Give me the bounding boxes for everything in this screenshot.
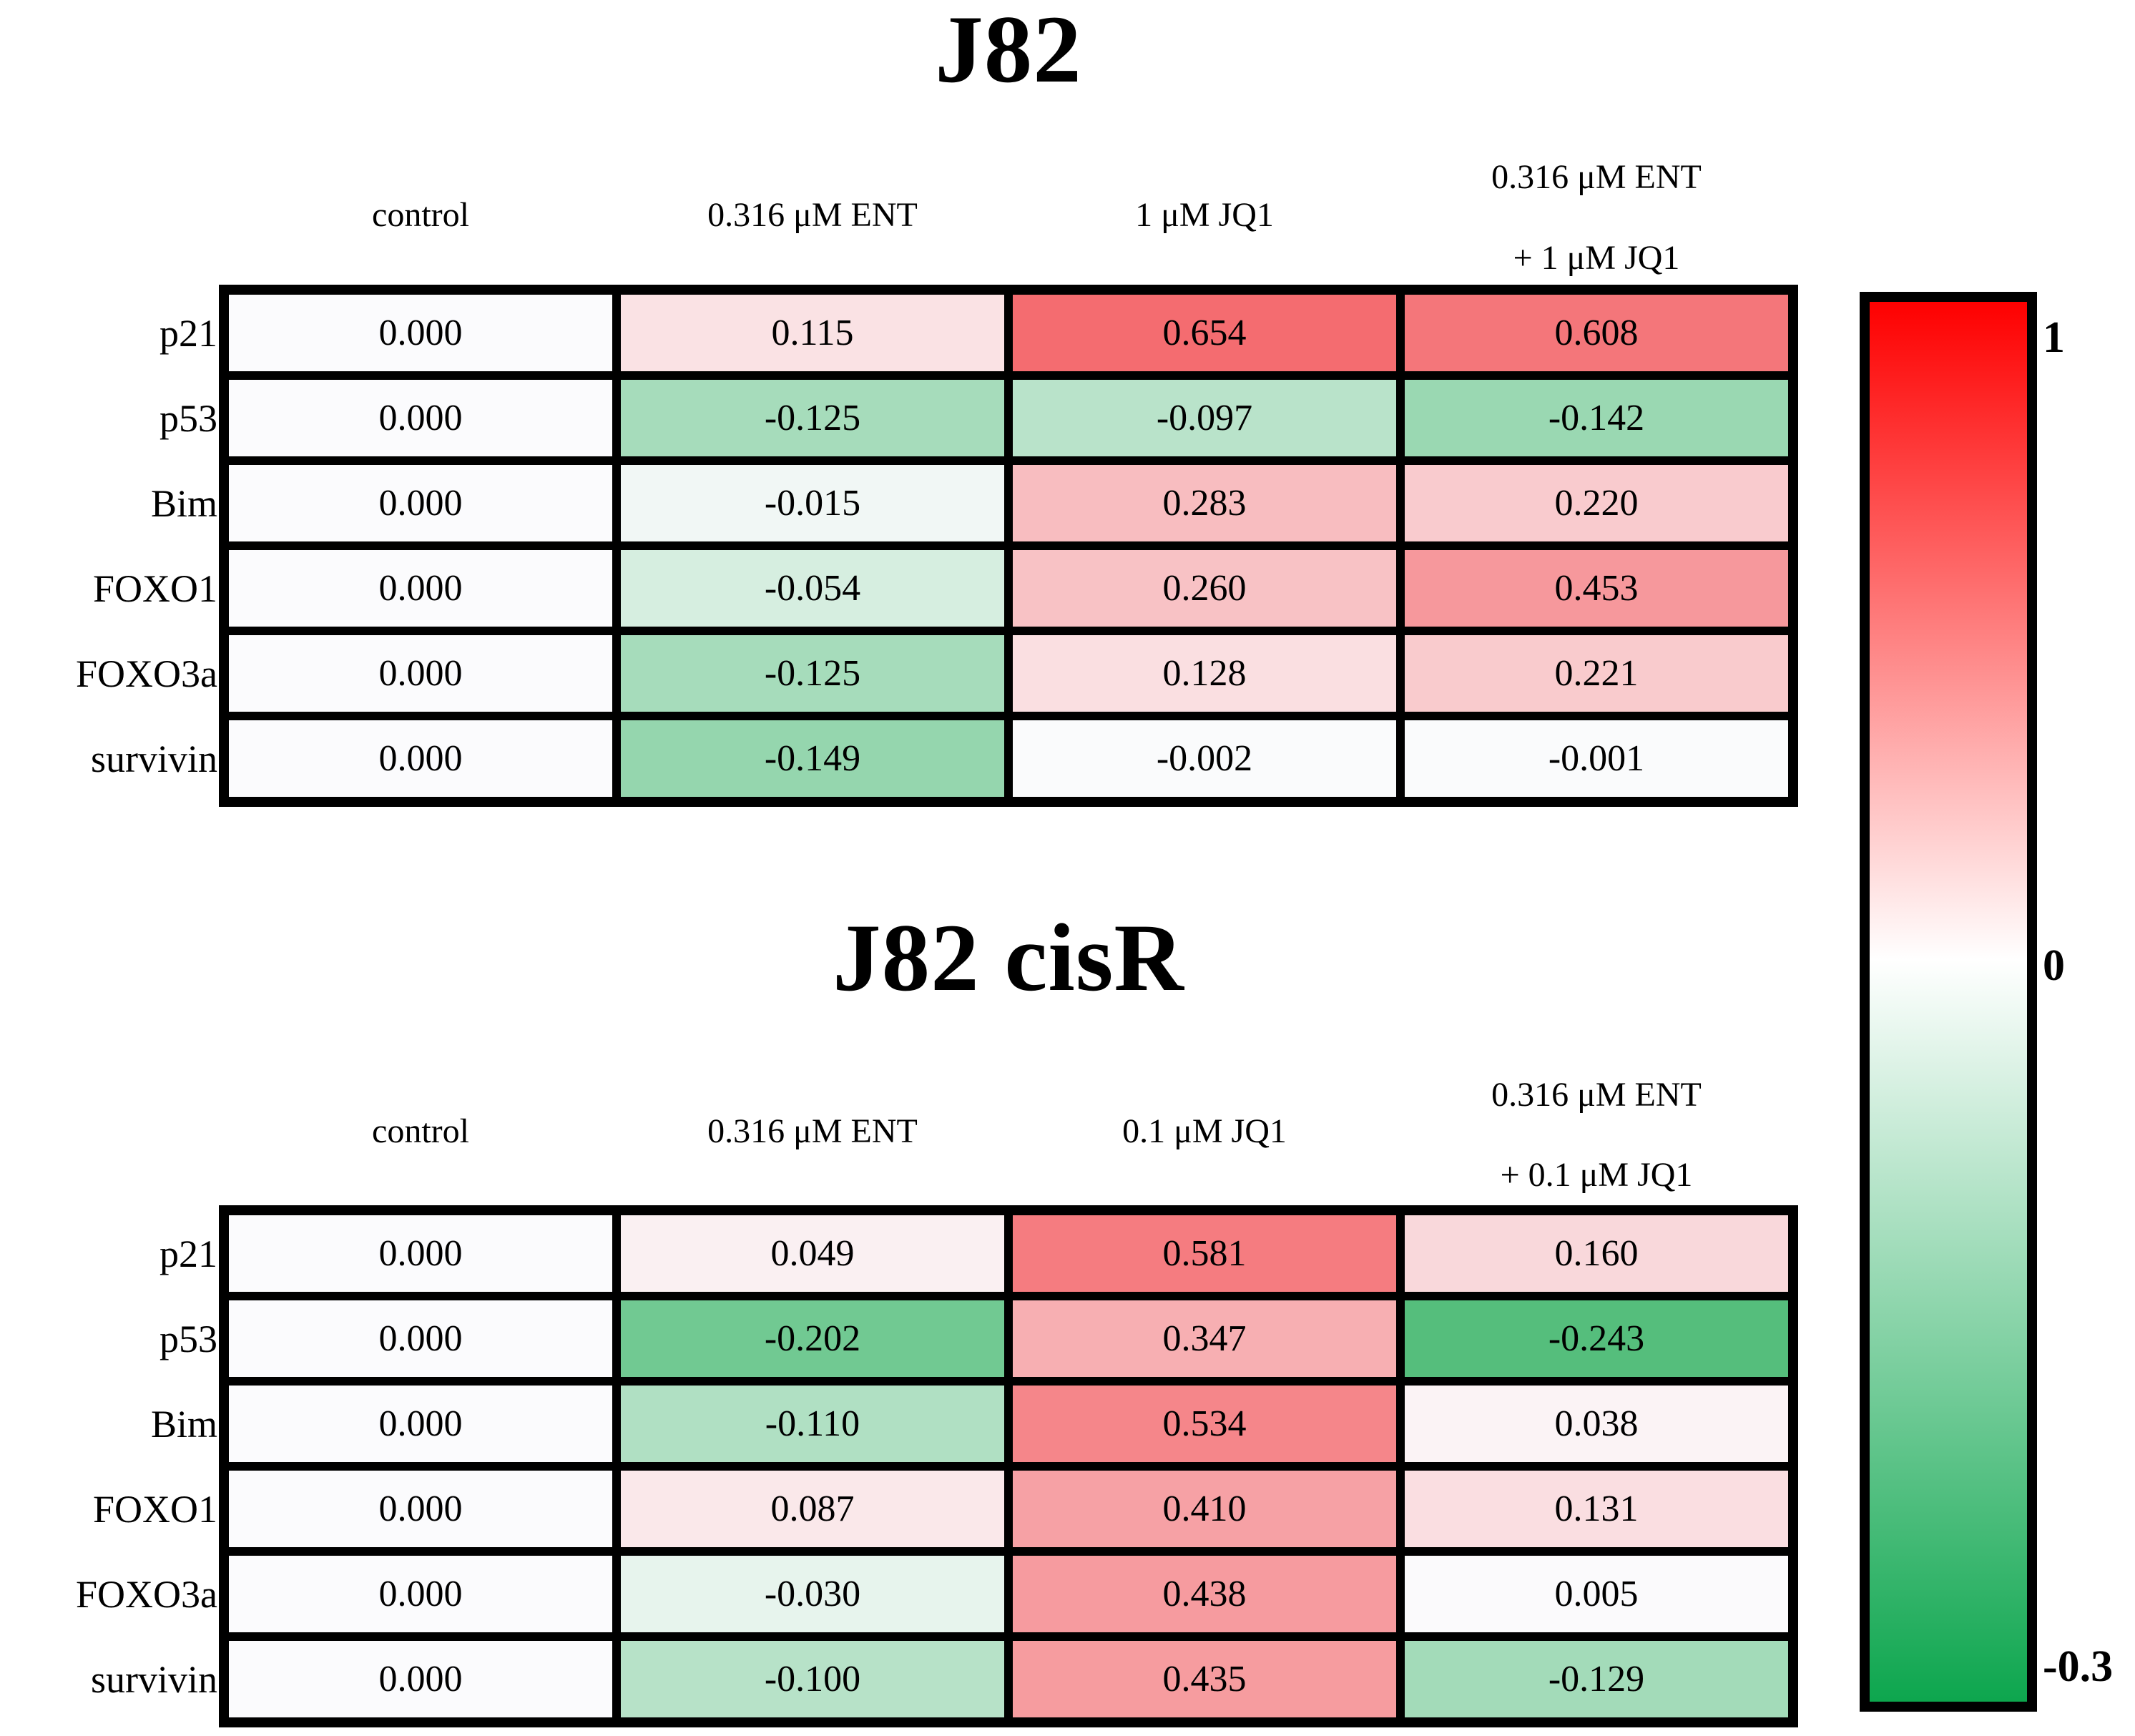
row-label: FOXO1 [92, 1487, 217, 1531]
heatmap-cell: 0.128 [1013, 635, 1396, 712]
heatmap-cell: 0.000 [229, 1215, 612, 1292]
heatmap-grid: 0.000 0.049 0.581 0.160 0.000 -0.202 0.347 -0.2… [219, 1205, 1798, 1727]
heatmap-cell: 0.283 [1013, 465, 1396, 541]
row-labels: p21 p53 Bim FOXO1 FOXO3a survivin [0, 1215, 217, 1717]
column-header: 0.316 μM ENT [707, 1112, 918, 1150]
heatmap-cell: 0.347 [1013, 1300, 1396, 1377]
heatmap-cell: -0.202 [621, 1300, 1004, 1377]
heatmap-cell: -0.125 [621, 380, 1004, 456]
row-label: survivin [90, 737, 217, 780]
row-label: Bim [150, 481, 217, 525]
heatmap-cell: 0.534 [1013, 1386, 1396, 1462]
row-labels: p21 p53 Bim FOXO1 FOXO3a survivin [0, 295, 217, 797]
panel-title-j82: J82 [935, 0, 1082, 103]
colorbar-tick-max: 1 [2043, 313, 2065, 362]
heatmap-cell: -0.149 [621, 720, 1004, 797]
colorbar-gradient [1870, 302, 2027, 1702]
heatmap-cell: -0.243 [1405, 1300, 1788, 1377]
heatmap-cell: -0.129 [1405, 1641, 1788, 1717]
heatmap-cell: 0.000 [229, 635, 612, 712]
row-label: Bim [150, 1402, 217, 1446]
heatmap-cell: 0.000 [229, 1556, 612, 1632]
heatmap-cell: -0.142 [1405, 380, 1788, 456]
row-label: survivin [90, 1657, 217, 1701]
column-header: 0.316 μM ENT [707, 196, 918, 234]
heatmap-cell: 0.581 [1013, 1215, 1396, 1292]
heatmap-cell: 0.453 [1405, 550, 1788, 627]
heatmap-cell: 0.000 [229, 720, 612, 797]
heatmap-cell: -0.002 [1013, 720, 1396, 797]
heatmap-cell: 0.000 [229, 380, 612, 456]
heatmap-cell: -0.125 [621, 635, 1004, 712]
column-header: control [372, 196, 469, 234]
row-label: p53 [159, 396, 217, 440]
row-label: FOXO3a [76, 1572, 217, 1616]
heatmap-cell: -0.030 [621, 1556, 1004, 1632]
colorbar-tick-min: -0.3 [2043, 1642, 2114, 1691]
heatmap-cell: 0.131 [1405, 1471, 1788, 1547]
column-header: 0.316 μM ENT [1491, 158, 1702, 196]
heatmap-cell: -0.015 [621, 465, 1004, 541]
row-label: p21 [159, 1232, 217, 1275]
heatmap-cell: 0.000 [229, 295, 612, 371]
row-label: p53 [159, 1317, 217, 1360]
panel-title-j82-cisr: J82 cisR [833, 905, 1184, 1011]
heatmap-cell: 0.115 [621, 295, 1004, 371]
heatmap-cell: -0.110 [621, 1386, 1004, 1462]
heatmap-cell: 0.160 [1405, 1215, 1788, 1292]
heatmap-cell: 0.087 [621, 1471, 1004, 1547]
heatmap-cell: 0.654 [1013, 295, 1396, 371]
heatmap-cell: 0.000 [229, 465, 612, 541]
heatmap-cell: -0.001 [1405, 720, 1788, 797]
heatmap-cell: 0.608 [1405, 295, 1788, 371]
heatmap-cell: -0.097 [1013, 380, 1396, 456]
heatmap-cell: 0.005 [1405, 1556, 1788, 1632]
heatmap-cell: 0.049 [621, 1215, 1004, 1292]
heatmap-cell: -0.100 [621, 1641, 1004, 1717]
heatmap-cell: 0.435 [1013, 1641, 1396, 1717]
row-label: p21 [159, 311, 217, 355]
heatmap-cell: 0.000 [229, 1471, 612, 1547]
heatmap-cell: 0.260 [1013, 550, 1396, 627]
heatmap-cell: 0.000 [229, 1386, 612, 1462]
column-header: 1 μM JQ1 [1135, 196, 1274, 234]
heatmap-cell: -0.054 [621, 550, 1004, 627]
column-header: 0.1 μM JQ1 [1122, 1112, 1287, 1150]
heatmap-cell: 0.038 [1405, 1386, 1788, 1462]
heatmap-cell: 0.220 [1405, 465, 1788, 541]
row-label: FOXO3a [76, 652, 217, 695]
heatmap-cell: 0.000 [229, 1641, 612, 1717]
heatmap-grid: 0.000 0.115 0.654 0.608 0.000 -0.125 -0.097 -0.… [219, 285, 1798, 807]
column-header: + 1 μM JQ1 [1513, 239, 1680, 277]
heatmap-cell: 0.000 [229, 1300, 612, 1377]
heatmap-cell: 0.221 [1405, 635, 1788, 712]
row-label: FOXO1 [92, 567, 217, 610]
colorbar [1860, 292, 2037, 1712]
heatmap-cell: 0.438 [1013, 1556, 1396, 1632]
heatmap-cell: 0.410 [1013, 1471, 1396, 1547]
column-header: control [372, 1112, 469, 1150]
column-header: 0.316 μM ENT [1491, 1076, 1702, 1114]
heatmap-cell: 0.000 [229, 550, 612, 627]
column-header: + 0.1 μM JQ1 [1500, 1156, 1693, 1194]
colorbar-tick-zero: 0 [2043, 941, 2065, 990]
